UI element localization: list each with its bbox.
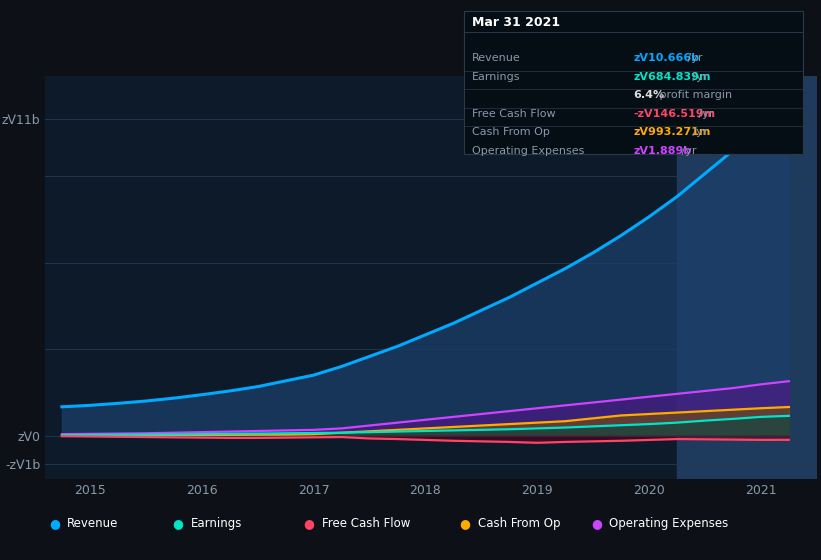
Text: zᐯ684.839m: zᐯ684.839m	[634, 72, 711, 82]
Text: zᐯ1.889b: zᐯ1.889b	[634, 146, 691, 156]
Text: Operating Expenses: Operating Expenses	[609, 517, 728, 530]
Text: Cash From Op: Cash From Op	[472, 127, 550, 137]
Text: Free Cash Flow: Free Cash Flow	[472, 109, 556, 119]
Text: Mar 31 2021: Mar 31 2021	[472, 16, 560, 29]
Text: -zᐯ146.519m: -zᐯ146.519m	[634, 109, 716, 119]
Text: Earnings: Earnings	[190, 517, 242, 530]
Text: /yr: /yr	[690, 72, 708, 82]
Text: ●: ●	[172, 517, 183, 530]
Text: profit margin: profit margin	[656, 90, 732, 100]
Text: Revenue: Revenue	[67, 517, 119, 530]
Text: Cash From Op: Cash From Op	[478, 517, 560, 530]
Text: Operating Expenses: Operating Expenses	[472, 146, 585, 156]
Text: /yr: /yr	[690, 127, 708, 137]
Text: ●: ●	[460, 517, 470, 530]
Text: zᐯ10.666b: zᐯ10.666b	[634, 53, 699, 63]
Bar	[677, 76, 821, 479]
Text: ●: ●	[49, 517, 60, 530]
Text: Free Cash Flow: Free Cash Flow	[322, 517, 410, 530]
Text: ●: ●	[591, 517, 602, 530]
Text: zᐯ993.271m: zᐯ993.271m	[634, 127, 711, 137]
Text: ●: ●	[304, 517, 314, 530]
Text: Revenue: Revenue	[472, 53, 521, 63]
Text: /yr: /yr	[684, 53, 702, 63]
Text: /yr: /yr	[678, 146, 696, 156]
Text: /yr: /yr	[695, 109, 713, 119]
Text: Earnings: Earnings	[472, 72, 521, 82]
Text: 6.4%: 6.4%	[634, 90, 664, 100]
